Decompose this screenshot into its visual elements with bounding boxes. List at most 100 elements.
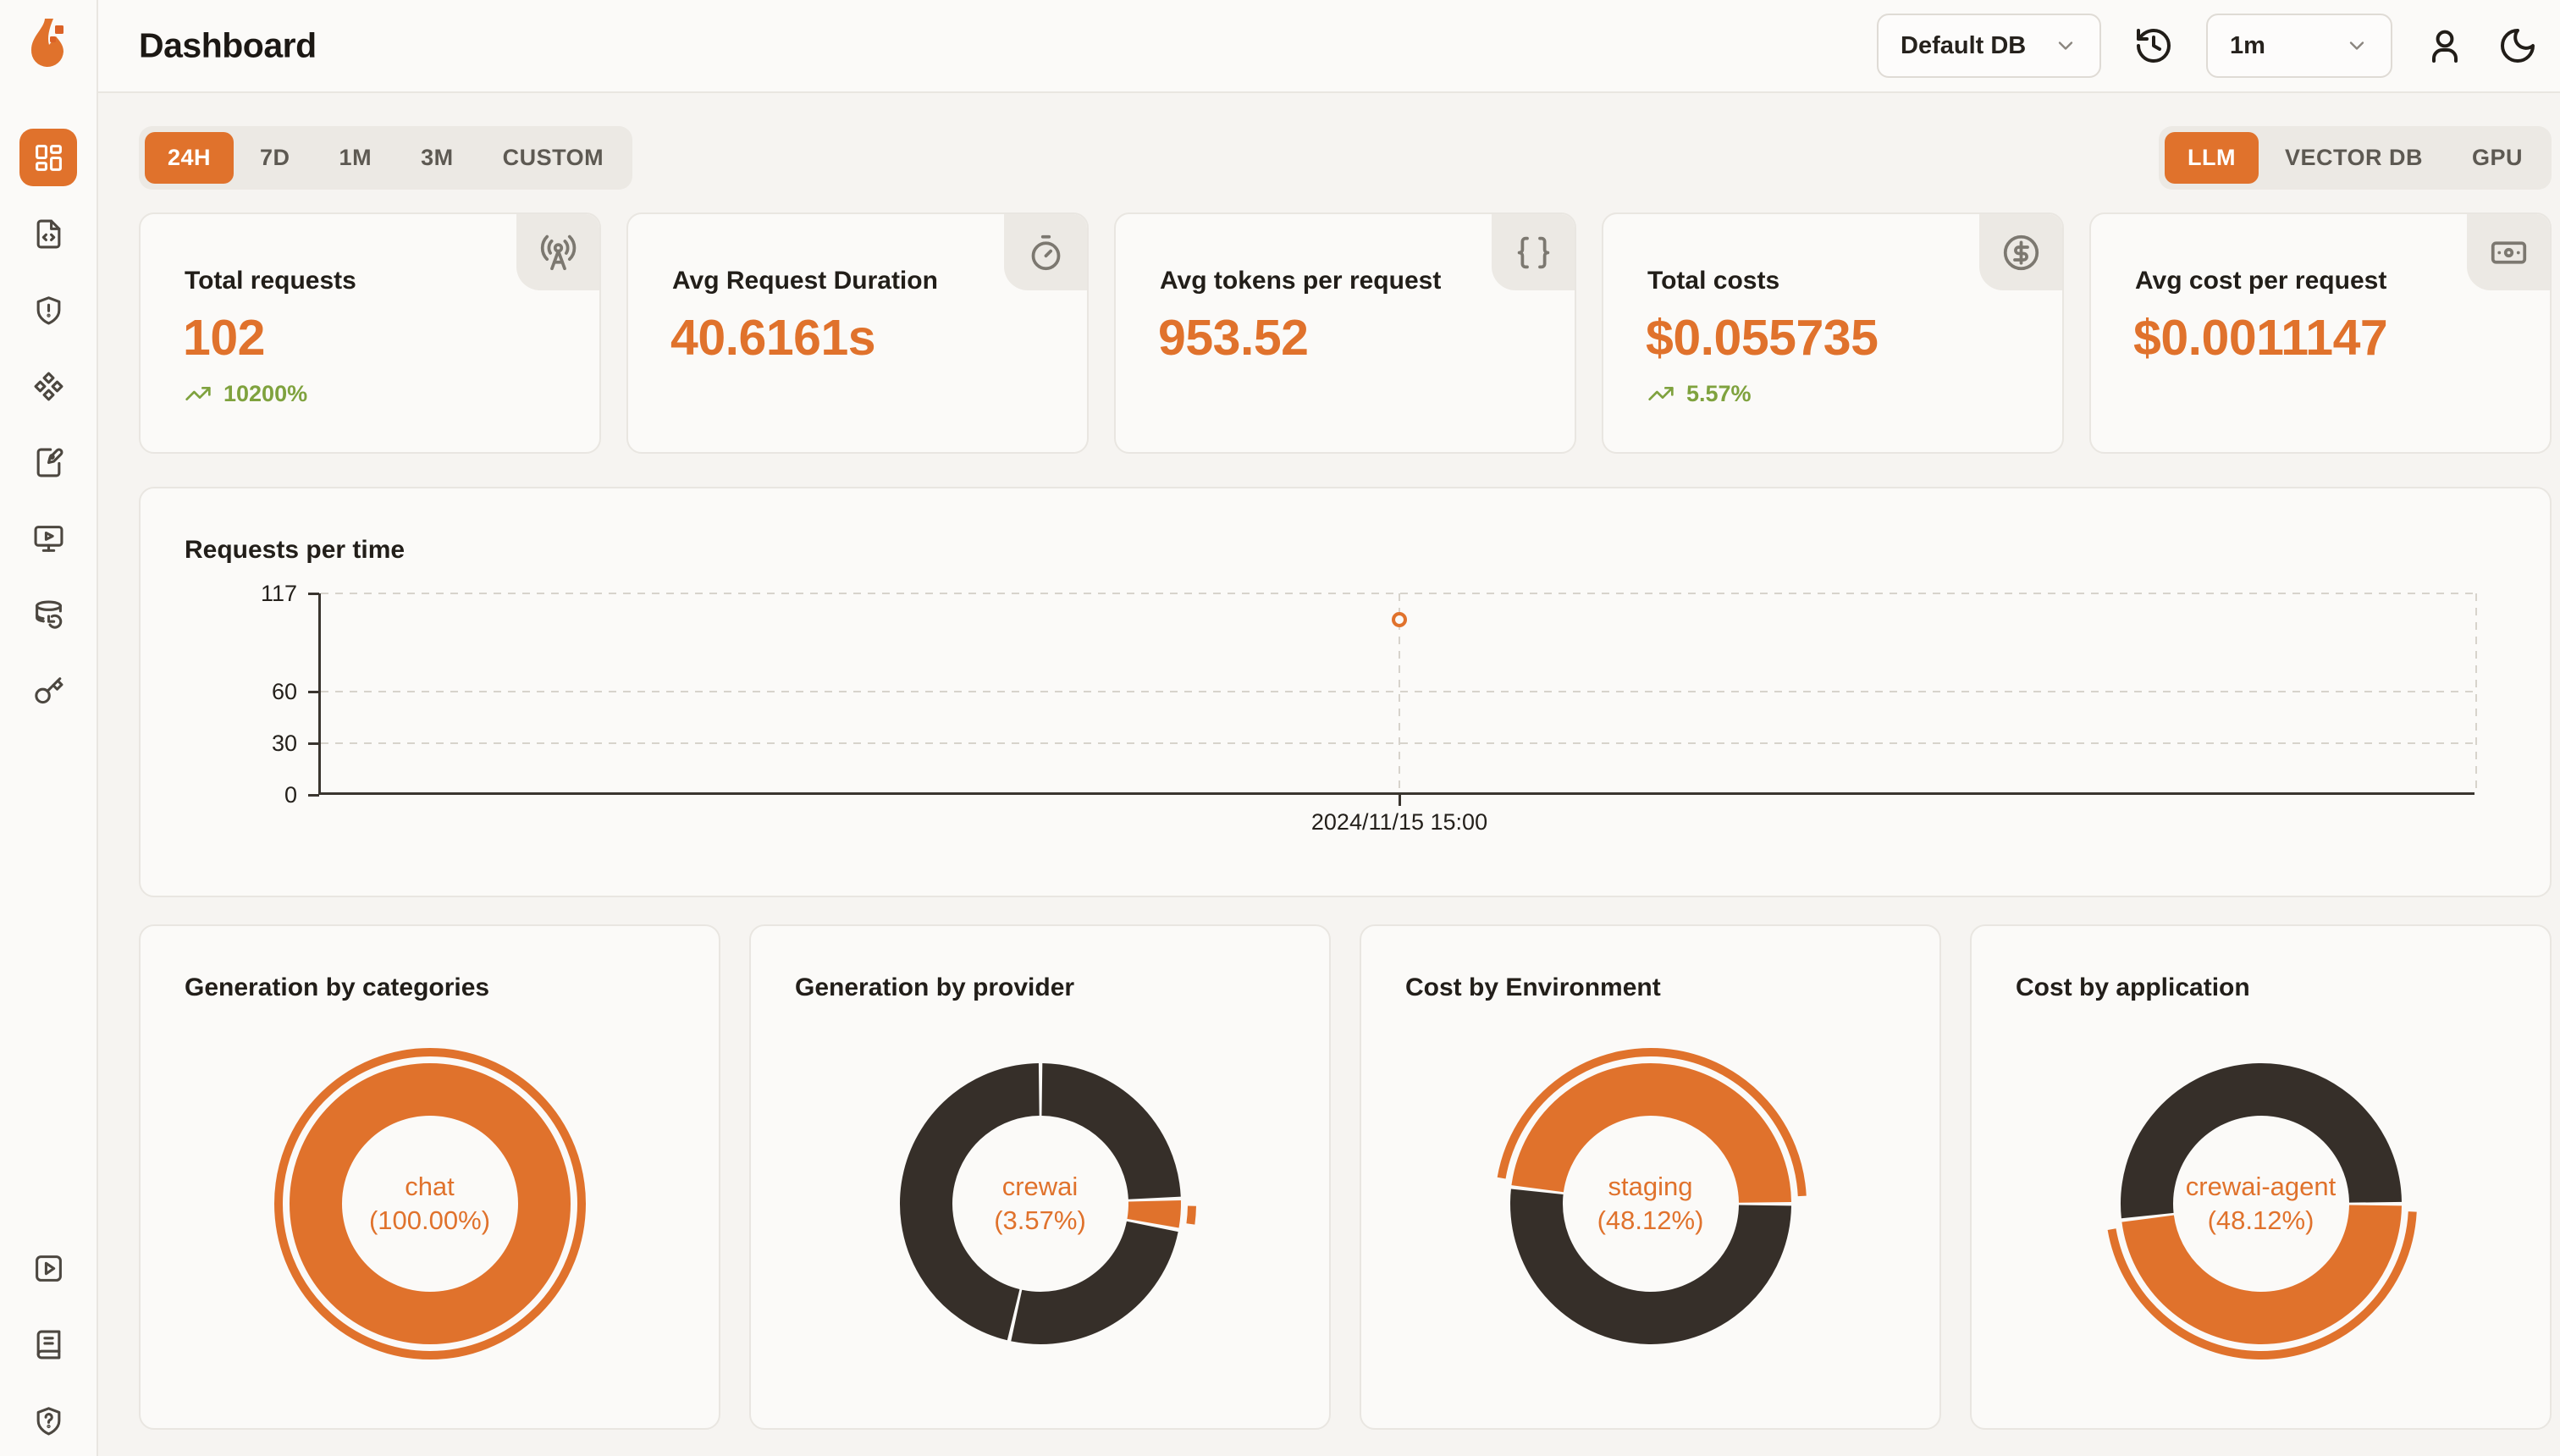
tab-llm[interactable]: LLM: [2164, 132, 2259, 184]
database-select-value: Default DB: [1901, 31, 2027, 59]
donut-svg: [1494, 1048, 1807, 1360]
sidebar-item-integrations[interactable]: [19, 357, 77, 415]
y-axis-tick: [308, 794, 319, 797]
y-gridline: [321, 742, 2474, 744]
stat-card-avg-duration: Avg Request Duration 40.6161s: [626, 212, 1089, 454]
sidebar-item-getting-started[interactable]: [19, 1239, 77, 1297]
sidebar: [0, 0, 98, 1456]
header-controls: Default DB 1m: [1877, 0, 2538, 91]
stat-card-total-costs: Total costs $0.055735 5.57%: [1602, 212, 2064, 454]
sidebar-item-requests[interactable]: [19, 205, 77, 262]
time-range-tabs: 24H 7D 1M 3M CUSTOM: [139, 126, 633, 190]
tab-gpu[interactable]: GPU: [2471, 145, 2523, 170]
moon-icon: [2501, 29, 2535, 63]
application-donut-chart: [2100, 1043, 2422, 1365]
stat-value: 953.52: [1158, 310, 1309, 366]
square-play-icon: [35, 1255, 62, 1282]
stat-title: Avg cost per request: [2135, 267, 2387, 295]
provider-donut-chart: [880, 1043, 1201, 1365]
donut-svg: [273, 1048, 586, 1359]
sidebar-nav: [0, 129, 97, 720]
stat-title: Total costs: [1647, 267, 1780, 295]
y-axis-tick-label: 117: [260, 581, 297, 606]
circle-dollar-sign-icon: [2003, 234, 2039, 270]
donut-label-pct: (100.00%): [368, 1205, 491, 1235]
donut-label-pct: (3.57%): [994, 1205, 1086, 1235]
chevron-down-icon: [2349, 41, 2364, 50]
flame-logo-icon: [30, 19, 63, 68]
tab-vector-db[interactable]: VECTOR DB: [2284, 145, 2423, 170]
donut-label-name: chat: [405, 1172, 455, 1201]
sidebar-item-api-keys[interactable]: [19, 662, 77, 720]
y-gridline: [321, 691, 2474, 692]
sidebar-item-openground[interactable]: [19, 510, 77, 567]
stat-icon-badge: [516, 214, 599, 290]
filter-row: 24H 7D 1M 3M CUSTOM LLM VECTOR DB GPU: [139, 126, 2552, 190]
database-backup-icon: [35, 600, 62, 629]
stat-cards-row: Total requests 102 10200% Avg Request Du…: [139, 212, 2552, 454]
donut-card-provider: Generation by provider crewai (3.57%): [749, 924, 1331, 1430]
donut-title: Generation by provider: [795, 973, 1075, 1001]
file-code-icon: [36, 219, 60, 248]
stat-icon-badge: [1979, 214, 2062, 290]
stat-title: Total requests: [185, 267, 356, 295]
donut-label-pct: (48.12%): [2207, 1205, 2314, 1235]
trending-up-icon: [1648, 387, 1674, 400]
sidebar-item-support[interactable]: [19, 1392, 77, 1449]
signal-tabs: LLM VECTOR DB GPU: [2158, 126, 2552, 190]
refresh-interval-button[interactable]: [2133, 25, 2174, 66]
donut-title: Generation by categories: [185, 973, 490, 1001]
stat-trend-value: 10200%: [223, 380, 308, 406]
stat-card-avg-tokens: Avg tokens per request 953.52: [1114, 212, 1576, 454]
tab-1m[interactable]: 1M: [339, 145, 372, 170]
sidebar-item-evaluations[interactable]: [19, 433, 77, 491]
donut-center-label: crewai (3.57%): [994, 1170, 1086, 1238]
stat-value: 40.6161s: [670, 310, 876, 366]
donut-label-pct: (48.12%): [1597, 1205, 1704, 1235]
donut-svg: [2105, 1048, 2417, 1359]
shield-question-icon: [36, 1406, 60, 1435]
stat-title: Avg Request Duration: [672, 267, 938, 295]
data-point: [1392, 612, 1407, 627]
app-logo[interactable]: [21, 15, 75, 71]
sidebar-item-dashboard[interactable]: [19, 129, 77, 186]
book-icon: [36, 1330, 60, 1359]
requests-chart-card: Requests per time 0 30 60 117 2024/11/15 15:…: [139, 487, 2552, 897]
stat-card-avg-cost: Avg cost per request $0.0011147: [2089, 212, 2552, 454]
banknote-icon: [2491, 240, 2526, 264]
donut-cards-row: Generation by categories chat (100.00%) …: [139, 924, 2552, 1430]
y-axis-tick-label: 0: [284, 782, 297, 808]
sidebar-item-documentation[interactable]: [19, 1315, 77, 1373]
user-icon: [2432, 30, 2458, 63]
stat-icon-badge: [2467, 214, 2550, 290]
stat-title: Avg tokens per request: [1160, 267, 1442, 295]
page-title: Dashboard: [139, 25, 317, 65]
x-axis-tick: [1399, 795, 1401, 806]
component-diamonds-icon: [34, 372, 63, 400]
database-select[interactable]: Default DB: [1877, 14, 2101, 78]
stat-value: $0.0011147: [2133, 310, 2388, 366]
braces-icon: [1517, 236, 1549, 268]
theme-toggle-button[interactable]: [2497, 25, 2538, 66]
tab-custom[interactable]: CUSTOM: [502, 145, 604, 170]
monitor-play-icon: [34, 525, 63, 552]
tab-24h[interactable]: 24H: [145, 132, 234, 184]
y-axis-tick: [308, 691, 319, 693]
tab-3m[interactable]: 3M: [421, 145, 454, 170]
donut-card-environment: Cost by Environment staging (48.12%): [1360, 924, 1941, 1430]
x-axis-tick-label: 2024/11/15 15:00: [1310, 809, 1488, 835]
y-gridline: [321, 593, 2474, 594]
interval-select[interactable]: 1m: [2206, 14, 2392, 78]
tab-7d[interactable]: 7D: [260, 145, 290, 170]
radio-tower-icon: [540, 234, 576, 270]
profile-button[interactable]: [2425, 25, 2465, 66]
y-axis-tick: [308, 742, 319, 745]
sidebar-item-exceptions[interactable]: [19, 281, 77, 339]
stat-trend: 10200%: [185, 380, 307, 407]
categories-donut-chart: [269, 1043, 591, 1365]
sidebar-item-databases[interactable]: [19, 586, 77, 643]
donut-title: Cost by application: [2016, 973, 2250, 1001]
top-header: Dashboard Default DB 1m: [98, 0, 2560, 93]
layout-dashboard-icon: [35, 144, 62, 171]
key-icon: [34, 676, 63, 703]
